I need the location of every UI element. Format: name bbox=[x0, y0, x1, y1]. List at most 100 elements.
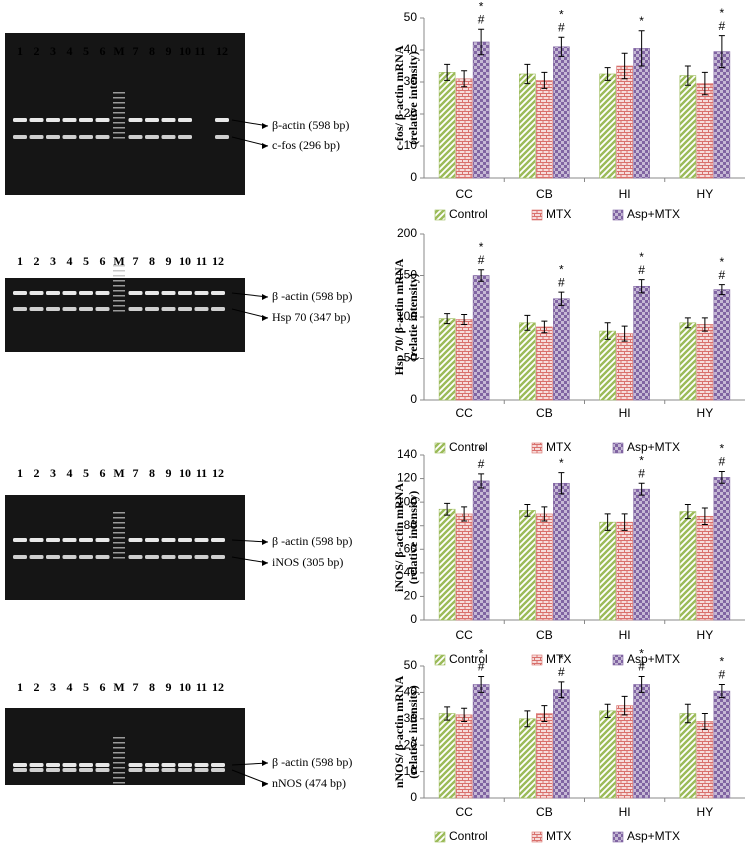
y-tick-label: 100 bbox=[397, 494, 417, 508]
lane-label: 12 bbox=[212, 680, 224, 694]
gel-band bbox=[13, 763, 27, 767]
gel-band bbox=[211, 307, 225, 311]
y-axis-label: c-fos/ β-actin mRNA bbox=[392, 45, 406, 150]
ladder-band bbox=[113, 762, 125, 764]
gel-band bbox=[95, 307, 110, 311]
gel-band bbox=[79, 291, 93, 295]
y-tick-label: 0 bbox=[410, 612, 417, 626]
legend-swatch bbox=[531, 209, 543, 221]
ladder-band bbox=[113, 532, 125, 534]
gel-band bbox=[79, 555, 93, 559]
gel-band bbox=[161, 538, 176, 542]
gel-band bbox=[13, 118, 27, 122]
band-label: β -actin (598 bp) bbox=[272, 289, 352, 303]
gel-band bbox=[194, 307, 209, 311]
y-tick-label: 10 bbox=[404, 764, 418, 778]
lane-label: 1 bbox=[17, 466, 23, 480]
bar bbox=[599, 330, 616, 401]
band-label: nNOS (474 bp) bbox=[272, 776, 346, 790]
significance-marker: * bbox=[559, 456, 564, 470]
gel-band bbox=[46, 135, 60, 139]
lane-label: 7 bbox=[133, 44, 139, 58]
error-bar bbox=[604, 322, 611, 340]
lane-label: 12 bbox=[212, 254, 224, 268]
error-bar bbox=[684, 65, 691, 86]
lane-label: M bbox=[113, 254, 124, 268]
bar bbox=[713, 289, 731, 401]
lane-label: 12 bbox=[212, 466, 224, 480]
gel-band bbox=[46, 538, 60, 542]
gel-band bbox=[62, 538, 77, 542]
gel-band bbox=[62, 291, 77, 295]
gel-band bbox=[161, 135, 176, 139]
gel-band bbox=[79, 135, 93, 139]
lane-label: 11 bbox=[196, 680, 207, 694]
ladder-band bbox=[113, 777, 125, 779]
legend-label: Asp+MTX bbox=[627, 207, 680, 221]
bar bbox=[713, 690, 731, 799]
bar bbox=[553, 689, 570, 799]
bar bbox=[633, 285, 650, 401]
error-bar bbox=[444, 706, 451, 721]
gel-band bbox=[128, 538, 143, 542]
gel-band bbox=[46, 291, 60, 295]
y-axis-label: (relatie intensity) bbox=[406, 273, 420, 360]
gel-band bbox=[211, 538, 225, 542]
error-bar bbox=[718, 284, 725, 296]
bar bbox=[599, 521, 616, 621]
band-label: iNOS (305 bp) bbox=[272, 555, 343, 569]
lane-label: 8 bbox=[149, 44, 155, 58]
significance-marker: # bbox=[558, 275, 565, 289]
legend-swatch bbox=[612, 209, 624, 221]
lane-label: 5 bbox=[83, 44, 89, 58]
y-tick-label: 150 bbox=[397, 268, 417, 282]
x-tick-label: HY bbox=[697, 406, 714, 420]
y-tick-label: 40 bbox=[404, 42, 418, 56]
bar bbox=[438, 713, 456, 799]
bar bbox=[633, 684, 650, 799]
ladder-band bbox=[113, 547, 125, 549]
legend-swatch bbox=[434, 442, 446, 454]
bar bbox=[616, 333, 633, 401]
error-bar bbox=[718, 683, 725, 699]
error-bar bbox=[524, 63, 531, 85]
ladder-band bbox=[113, 280, 125, 282]
bar bbox=[633, 488, 650, 621]
significance-marker: # bbox=[638, 466, 645, 480]
bar bbox=[553, 298, 570, 401]
gel-band bbox=[161, 555, 176, 559]
gel-band bbox=[128, 555, 143, 559]
band-label: β -actin (598 bp) bbox=[272, 534, 352, 548]
bar bbox=[616, 521, 633, 621]
gel-band bbox=[95, 538, 110, 542]
legend-swatch bbox=[434, 654, 446, 666]
ladder-band bbox=[113, 92, 125, 94]
arrow-head bbox=[262, 760, 268, 766]
lane-label: 8 bbox=[149, 466, 155, 480]
y-tick-label: 40 bbox=[404, 685, 418, 699]
lane-label: 10 bbox=[179, 254, 191, 268]
bar bbox=[455, 78, 473, 179]
bar bbox=[455, 714, 473, 799]
gel-band bbox=[145, 291, 159, 295]
legend-label: MTX bbox=[546, 440, 571, 454]
y-tick-label: 20 bbox=[404, 589, 418, 603]
legend-swatch bbox=[531, 831, 543, 843]
legend-label: Control bbox=[449, 652, 488, 666]
gel-image bbox=[5, 278, 245, 352]
y-axis-label: (relative intensity) bbox=[406, 491, 420, 584]
lane-label: 6 bbox=[100, 680, 106, 694]
lane-label: 4 bbox=[67, 44, 73, 58]
lane-label: 3 bbox=[50, 466, 56, 480]
ladder-band bbox=[113, 117, 125, 119]
gel-band bbox=[13, 291, 27, 295]
lane-label: 8 bbox=[149, 680, 155, 694]
gel-band bbox=[29, 307, 44, 311]
lane-label: 7 bbox=[133, 254, 139, 268]
lane-label: 6 bbox=[100, 466, 106, 480]
x-tick-label: HI bbox=[619, 628, 631, 642]
gel-band bbox=[95, 763, 110, 767]
error-bar bbox=[701, 713, 708, 730]
gel-image bbox=[5, 33, 245, 195]
x-tick-label: HY bbox=[697, 187, 714, 201]
